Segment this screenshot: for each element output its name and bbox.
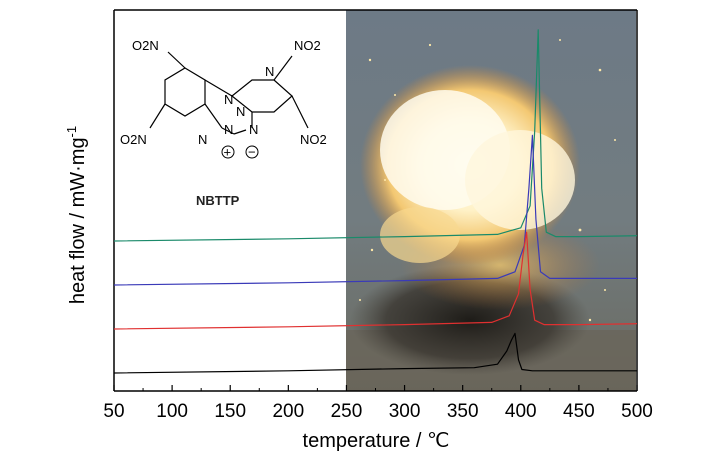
substituent-top-right: NO2 bbox=[294, 38, 321, 53]
x-tick-label-100: 100 bbox=[156, 401, 188, 422]
x-tick-label-450: 450 bbox=[563, 401, 595, 422]
y-axis-title-superscript: -1 bbox=[64, 126, 79, 138]
ring-atom-3: N bbox=[198, 132, 207, 147]
ring-atom-5: N bbox=[249, 122, 258, 137]
structure-labels: O2N NO2 O2N NO2 N N N N N N + − NBTTP bbox=[120, 38, 327, 208]
compound-label: NBTTP bbox=[196, 193, 240, 208]
substituent-bottom-left: O2N bbox=[120, 132, 147, 147]
y-axis-title-main: heat flow / mW·mg bbox=[67, 137, 89, 304]
substituent-bottom-right: NO2 bbox=[300, 132, 327, 147]
series-line-1 bbox=[113, 29, 638, 242]
charge-circle-minus bbox=[245, 145, 259, 159]
ring-atom-1: N bbox=[224, 92, 233, 107]
charge-plus: + bbox=[224, 145, 232, 160]
substituent-top-left: O2N bbox=[132, 38, 159, 53]
x-tick-label-400: 400 bbox=[505, 401, 537, 422]
explosion-photo bbox=[346, 10, 636, 391]
charge-minus: − bbox=[248, 145, 256, 160]
svg-text:heat flow / mW·mg-1: heat flow / mW·mg-1 bbox=[64, 126, 89, 304]
series-layer bbox=[113, 29, 638, 374]
x-tick-label-500: 500 bbox=[621, 401, 653, 422]
series-line-4 bbox=[113, 332, 637, 374]
x-tick-label-50: 50 bbox=[103, 401, 124, 422]
x-tick-label-300: 300 bbox=[389, 401, 421, 422]
x-tick-label-350: 350 bbox=[447, 401, 479, 422]
x-tick-label-200: 200 bbox=[272, 401, 304, 422]
ring-atom-2: N bbox=[265, 64, 274, 79]
series-line-3 bbox=[113, 231, 638, 330]
series-line-2 bbox=[113, 134, 637, 286]
structure-inset bbox=[149, 51, 309, 135]
x-axis-ticks: 50 100 150 200 250 300 350 400 450 500 bbox=[103, 385, 653, 422]
x-tick-label-150: 150 bbox=[214, 401, 246, 422]
x-axis-title: temperature / ℃ bbox=[303, 430, 450, 452]
ring-atom-4: N bbox=[224, 122, 233, 137]
x-tick-label-250: 250 bbox=[331, 401, 363, 422]
ring-atom-6: N bbox=[236, 104, 245, 119]
charge-circle-plus bbox=[221, 145, 235, 159]
y-axis-title: heat flow / mW·mg-1 bbox=[64, 126, 89, 304]
